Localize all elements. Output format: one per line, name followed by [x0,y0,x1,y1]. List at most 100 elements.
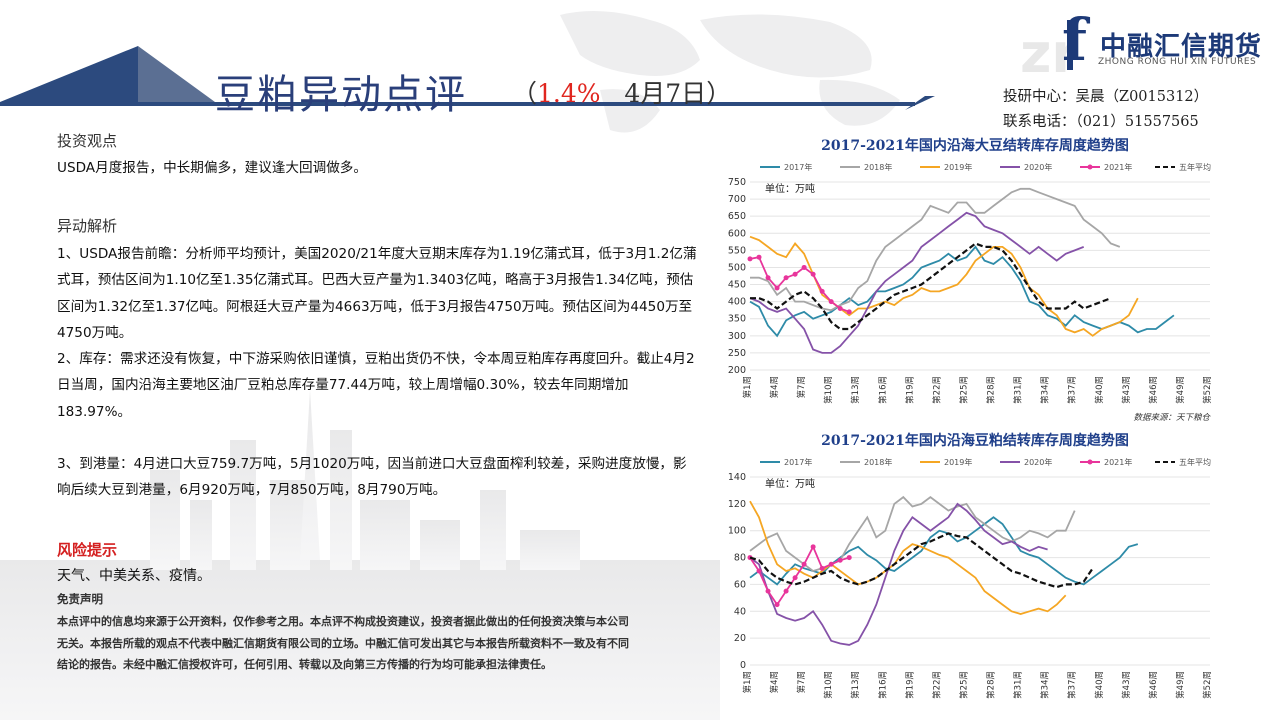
soybean-inventory-chart: 2017-2021年国内沿海大豆结转库存周度趋势图 2017年 2018年 2019年… [728,137,1213,423]
section-title-risk: 风险提示 [57,541,118,559]
legend-item: 2020年 [1000,162,1052,172]
x-tick-label: 第31周 [1013,376,1024,404]
company-logo-name: 中融汇信期货 [1100,32,1263,62]
y-tick-label: 20 [734,633,746,644]
x-tick-label: 第52周 [1202,671,1213,699]
report-date: 4月7日 [624,79,707,108]
data-point-2021 [756,568,762,574]
x-tick-label: 第34周 [1040,376,1051,404]
legend-label: 2019年 [944,162,972,172]
legend-item: 2019年 [920,162,972,172]
legend-marker [1087,459,1093,465]
data-point-2021 [756,254,762,260]
x-tick-label: 第10周 [823,671,834,699]
x-tick-label: 第37周 [1067,376,1078,404]
data-point-2021 [846,309,852,315]
legend-label: 2018年 [864,457,892,467]
data-point-2021 [819,565,825,571]
risk-text: 天气、中美关系、疫情。 [57,568,211,584]
series-line-2019 [749,500,1067,615]
series-line-2017 [749,245,1175,338]
y-tick-label: 300 [728,331,746,342]
x-tick-label: 第7周 [796,671,807,693]
y-tick-label: 450 [728,280,746,291]
analysis-paragraph-1: 1、USDA报告前瞻：分析师平均预计，美国2020/21年度大豆期末库存为1.1… [57,246,697,341]
series-line-2018 [749,495,1076,572]
x-tick-label: 第49周 [1175,376,1186,404]
company-logo-english: ZHONG RONG HUI XIN FUTURES [1098,57,1257,67]
x-tick-label: 第25周 [958,376,969,404]
y-tick-label: 0 [740,660,746,671]
soymeal-inventory-chart: 2017-2021年国内沿海豆粕结转库存周度趋势图 2017年 2018年 2019年… [728,432,1213,699]
view-text: USDA月度报告，中长期偏多，建议逢大回调做多。 [57,160,367,176]
y-tick-label: 100 [728,526,746,537]
disclaimer-text: 本点评中的信息均来源于公开资料，仅作参考之用。本点评不构成投资建议，投资者据此做… [57,615,629,671]
data-point-2021 [837,305,843,311]
legend-marker [1087,164,1093,170]
y-tick-label: 80 [734,553,746,564]
data-point-2021 [792,575,798,581]
data-point-2021 [792,271,798,277]
x-tick-label: 第46周 [1148,671,1159,699]
x-tick-label: 第37周 [1067,671,1078,699]
contact-analyst: 投研中心：吴晨（Z0015312） [1003,89,1209,105]
data-point-2021 [846,555,852,561]
unit-label: 单位：万吨 [765,182,815,195]
x-tick-label: 第10周 [823,376,834,404]
analysis-paragraph-2: 2、库存：需求还没有恢复，中下游采购依旧谨慎，豆粕出货仍不快，令本周豆粕库存再度… [57,351,695,420]
y-tick-label: 250 [728,348,746,359]
x-tick-label: 第4周 [769,671,780,693]
y-tick-label: 200 [728,365,746,376]
x-tick-label: 第13周 [850,671,861,699]
x-tick-label: 第7周 [796,376,807,398]
y-tick-label: 140 [728,472,746,483]
data-point-2021 [801,264,807,270]
x-tick-label: 第43周 [1121,671,1132,699]
x-tick-label: 第40周 [1094,671,1105,699]
x-tick-label: 第1周 [742,376,753,398]
chart-title: 2017-2021年国内沿海大豆结转库存周度趋势图 [821,137,1129,154]
change-percent: 1.4% [537,79,601,108]
data-point-2021 [765,588,771,594]
data-point-2021 [801,561,807,567]
series-line-avg [750,242,1112,331]
data-point-2021 [747,256,753,262]
legend-label: 五年平均 [1179,162,1211,172]
data-point-2021 [819,288,825,294]
data-point-2021 [828,299,834,305]
disclaimer-title: 免责声明 [57,592,103,606]
series-line-2020 [749,211,1085,354]
x-tick-label: 第31周 [1013,671,1024,699]
title-subinfo: （1.4% 4月7日） [512,79,732,108]
x-tick-label: 第19周 [904,671,915,699]
section-title-view: 投资观点 [57,132,118,150]
legend-item: 2017年 [760,457,812,467]
y-tick-label: 700 [728,194,746,205]
x-tick-label: 第52周 [1202,376,1213,404]
legend-label: 2018年 [864,162,892,172]
series-line-2020 [749,502,1048,646]
x-tick-label: 第28周 [986,671,997,699]
legend-label: 2019年 [944,457,972,467]
page-title: 豆粕异动点评 [215,72,467,118]
data-point-2021 [783,588,789,594]
legend-item: 2019年 [920,457,972,467]
y-tick-label: 550 [728,245,746,256]
legend-label: 2017年 [784,162,812,172]
y-tick-label: 120 [728,499,746,510]
legend-label: 2020年 [1024,162,1052,172]
x-tick-label: 第25周 [958,671,969,699]
y-tick-label: 600 [728,228,746,239]
x-tick-label: 第16周 [877,376,888,404]
x-tick-label: 第28周 [986,376,997,404]
legend-item: 2021年 [1080,457,1132,467]
contact-phone: 联系电话：（021）51557565 [1003,114,1199,130]
chart-title: 2017-2021年国内沿海豆粕结转库存周度趋势图 [821,432,1129,449]
y-tick-label: 750 [728,177,746,188]
x-tick-label: 第4周 [769,376,780,398]
unit-label: 单位：万吨 [765,477,815,490]
legend-item: 五年平均 [1155,162,1211,172]
chart-source: 数据来源：天下粮仓 [1133,412,1211,423]
data-point-2021 [810,271,816,277]
